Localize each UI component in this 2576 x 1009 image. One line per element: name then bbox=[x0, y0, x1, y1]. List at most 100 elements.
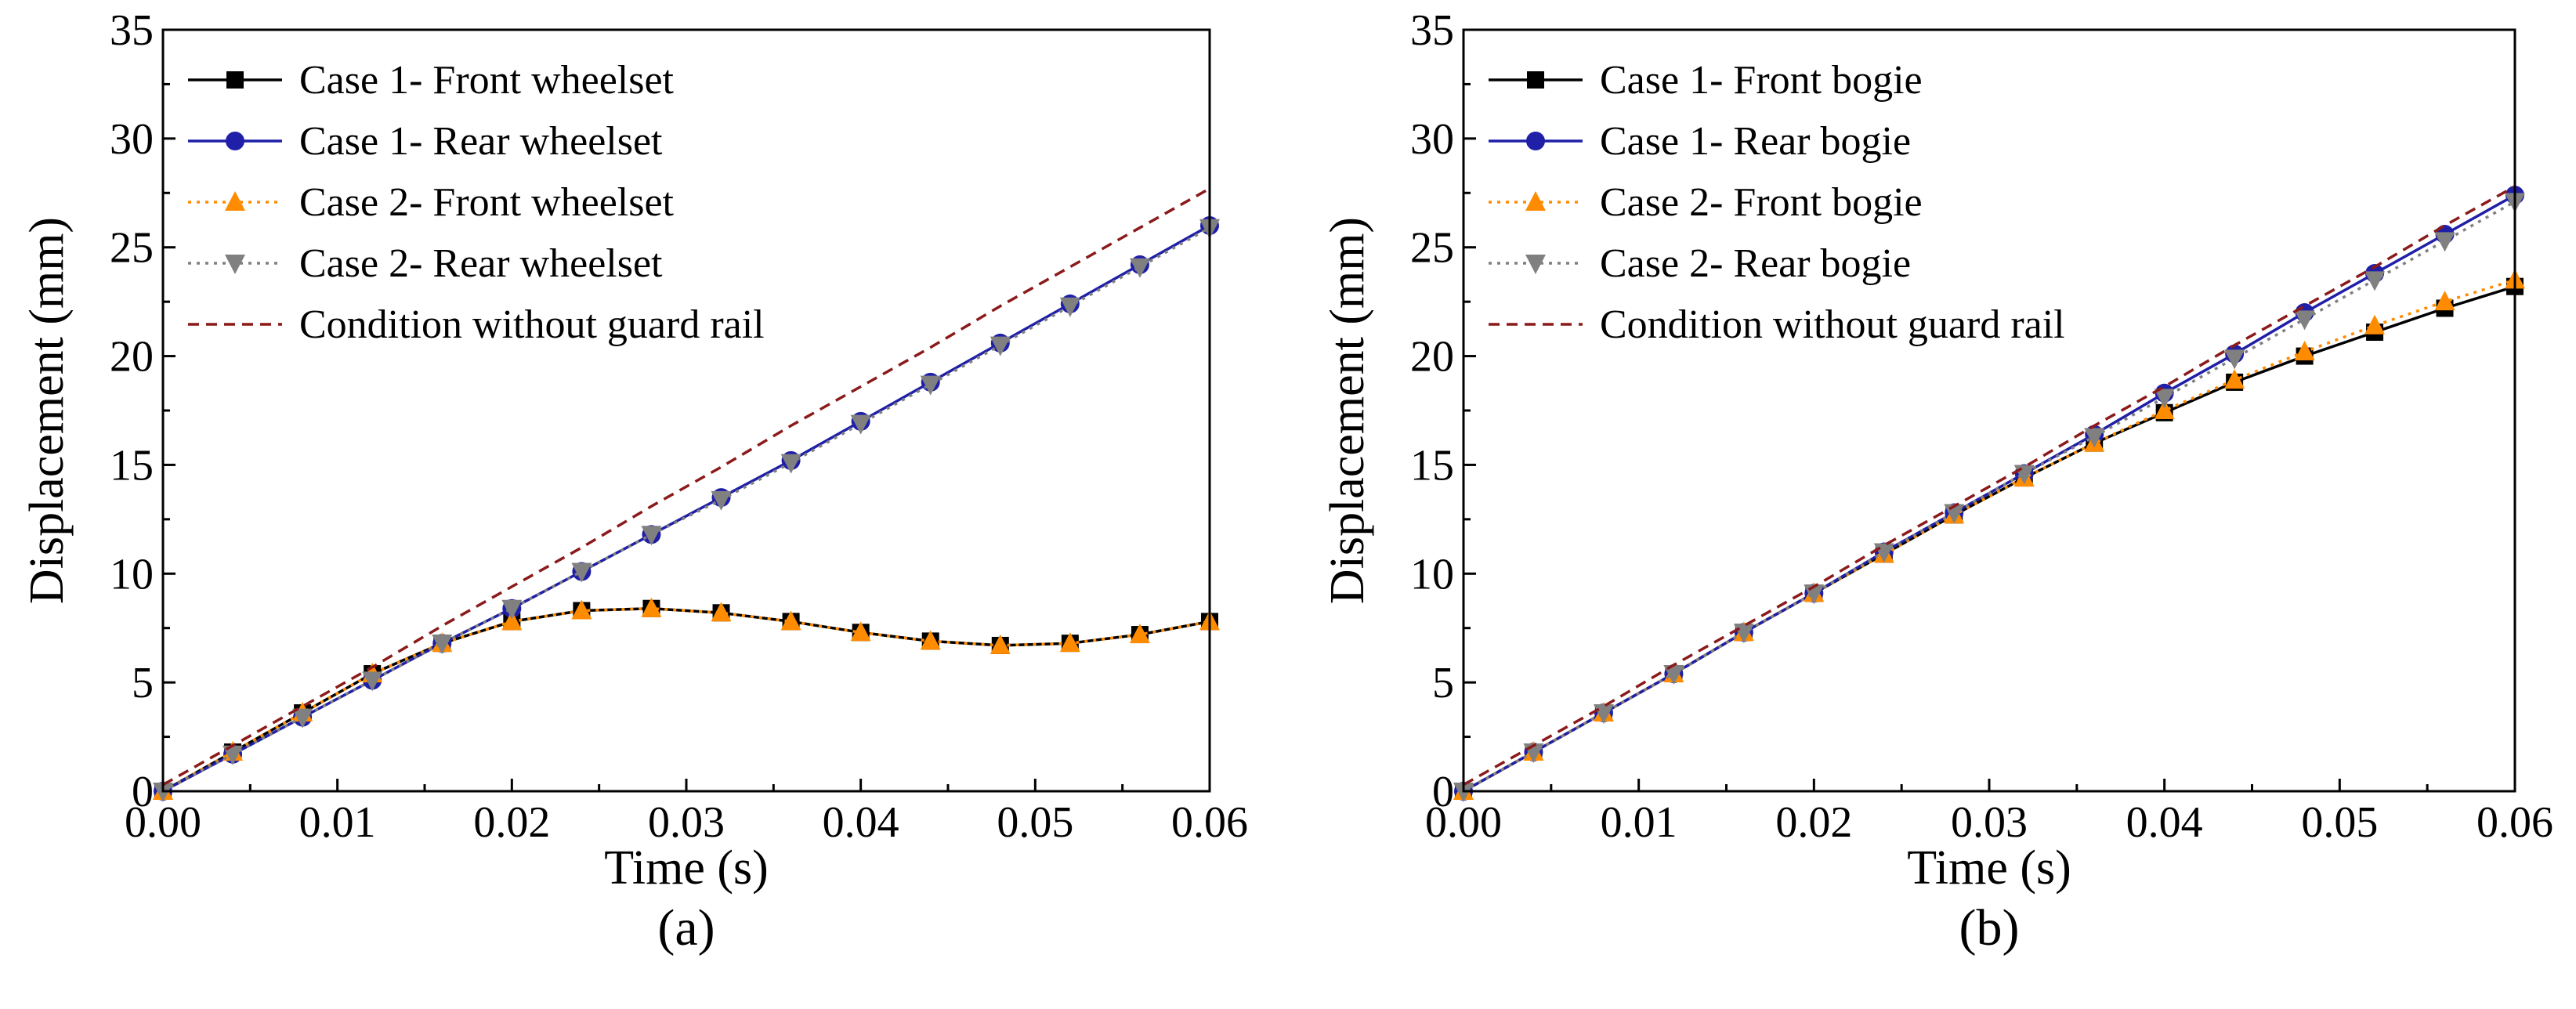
series-5 bbox=[1463, 185, 2516, 787]
series-4-line bbox=[1463, 200, 2516, 793]
series-3-point bbox=[641, 597, 662, 617]
legend-marker-1 bbox=[1527, 71, 1544, 89]
series-4-point bbox=[223, 745, 244, 765]
series-4-point bbox=[571, 562, 592, 583]
y-tick-label: 35 bbox=[1410, 6, 1454, 55]
series-4-point bbox=[2224, 349, 2245, 370]
x-tick-label: 0.02 bbox=[473, 798, 550, 847]
panel-b-chart: 0.00 0.01 0.02 0.03 0.04 0.05 0.06 0 5 10 15 20 25 30… bbox=[1321, 6, 2553, 957]
series-3-point bbox=[2294, 341, 2315, 361]
y-tick-label: 0 bbox=[132, 768, 154, 816]
legend-label-1: Case 1- Front wheelset bbox=[299, 58, 675, 103]
series-4-point bbox=[2294, 310, 2315, 331]
y-tick-label: 25 bbox=[1410, 224, 1454, 273]
series-1 bbox=[154, 599, 1218, 800]
x-tick-label: 0.05 bbox=[997, 798, 1073, 847]
legend-marker-3 bbox=[1525, 191, 1546, 211]
series-4-point bbox=[711, 490, 732, 511]
legend-label-1: Case 1- Front bogie bbox=[1600, 58, 1923, 103]
x-tick-label: 0.03 bbox=[648, 798, 725, 847]
series-4-point bbox=[850, 414, 871, 435]
series-5-line bbox=[1463, 185, 2516, 787]
y-tick-label: 15 bbox=[110, 441, 154, 490]
series-3-point bbox=[2434, 291, 2455, 311]
x-axis-title: Time (s) bbox=[604, 841, 769, 895]
legend-label-5: Condition without guard rail bbox=[1600, 302, 2065, 347]
series-3-point bbox=[2154, 400, 2175, 419]
panel-a-chart: 0.00 0.01 0.02 0.03 0.04 0.05 0.06 0 5 10 15 20 25 30… bbox=[20, 6, 1248, 957]
x-tick-label: 0.04 bbox=[823, 798, 899, 847]
series-3-point bbox=[850, 621, 871, 642]
y-tick-label: 35 bbox=[110, 6, 154, 55]
series-3 bbox=[153, 597, 1220, 800]
legend-marker-4 bbox=[1525, 255, 1546, 274]
series-4-point bbox=[1129, 258, 1150, 278]
series-3 bbox=[1453, 269, 2525, 800]
series-3-point bbox=[571, 599, 592, 620]
legend-label-3: Case 2- Front wheelset bbox=[299, 180, 675, 225]
x-tick-label: 0.00 bbox=[1425, 798, 1502, 847]
x-tick-label: 0.01 bbox=[1601, 798, 1677, 847]
legend-marker-2 bbox=[226, 132, 244, 150]
series-3-point bbox=[1129, 624, 1150, 644]
x-tick-label: 0.03 bbox=[1951, 798, 2028, 847]
legend-marker-3 bbox=[225, 191, 245, 211]
legend-marker-4 bbox=[225, 255, 245, 274]
series-4-point bbox=[1944, 504, 1965, 524]
series-4-point bbox=[2154, 389, 2175, 409]
legend-label-3: Case 2- Front bogie bbox=[1600, 180, 1923, 225]
series-4-point bbox=[1663, 665, 1684, 685]
series-4-point bbox=[362, 671, 383, 692]
y-tick-label: 5 bbox=[132, 659, 154, 707]
x-tick-label: 0.05 bbox=[2301, 798, 2378, 847]
y-tick-label: 0 bbox=[1432, 768, 1454, 816]
x-tick-label: 0.02 bbox=[1775, 798, 1852, 847]
series-3-point bbox=[920, 630, 941, 650]
y-tick-label: 15 bbox=[1410, 441, 1454, 490]
series-4-point bbox=[2364, 271, 2386, 291]
series-2-line bbox=[162, 224, 1210, 793]
y-tick-label: 10 bbox=[1410, 550, 1454, 599]
series-4-point bbox=[641, 526, 662, 546]
legend-label-2: Case 1- Rear bogie bbox=[1600, 119, 1911, 164]
y-tick-label: 30 bbox=[110, 115, 154, 164]
y-tick-label: 30 bbox=[1410, 115, 1454, 164]
series-3-point bbox=[780, 610, 801, 631]
series-3-point bbox=[990, 634, 1011, 654]
y-tick-label: 5 bbox=[1432, 659, 1454, 707]
series-4-point bbox=[780, 454, 801, 474]
series-4-point bbox=[292, 708, 313, 729]
x-tick-label: 0.06 bbox=[2477, 798, 2553, 847]
x-tick-label: 0.06 bbox=[1171, 798, 1248, 847]
series-4-point bbox=[920, 375, 941, 396]
series-4-point bbox=[990, 336, 1011, 356]
legend: Case 1- Front bogie Case 1- Rear bogie Cas… bbox=[1489, 58, 2065, 347]
series-4-point bbox=[501, 599, 523, 620]
x-tick-label: 0.01 bbox=[299, 798, 376, 847]
series-4 bbox=[153, 219, 1220, 802]
series-1-line bbox=[1463, 285, 2516, 793]
series-5-line bbox=[162, 187, 1210, 787]
y-axis-title: Displacement (mm) bbox=[1321, 217, 1374, 604]
series-3-point bbox=[501, 610, 523, 631]
series-3-point bbox=[2364, 314, 2386, 335]
legend-label-4: Case 2- Rear bogie bbox=[1600, 241, 1911, 286]
series-3-point bbox=[711, 602, 732, 622]
x-tick-label: 0.04 bbox=[2126, 798, 2203, 847]
y-tick-label: 10 bbox=[110, 550, 154, 599]
panel-label: (b) bbox=[1959, 899, 2020, 957]
series-3-line bbox=[1463, 278, 2516, 793]
legend-marker-2 bbox=[1526, 132, 1545, 150]
series-1-line bbox=[162, 606, 1210, 793]
series-1 bbox=[1455, 277, 2524, 800]
y-tick-label: 25 bbox=[110, 224, 154, 273]
y-tick-label: 20 bbox=[1410, 333, 1454, 382]
series-4-point bbox=[1059, 297, 1080, 317]
legend-marker-1 bbox=[226, 71, 244, 89]
series-3-point bbox=[1059, 632, 1080, 653]
legend: Case 1- Front wheelset Case 1- Rear wheel… bbox=[188, 58, 765, 347]
legend-label-5: Condition without guard rail bbox=[299, 302, 765, 347]
series-3-point bbox=[2224, 369, 2245, 389]
series-3-line bbox=[162, 606, 1210, 793]
x-axis-title: Time (s) bbox=[1907, 841, 2071, 895]
